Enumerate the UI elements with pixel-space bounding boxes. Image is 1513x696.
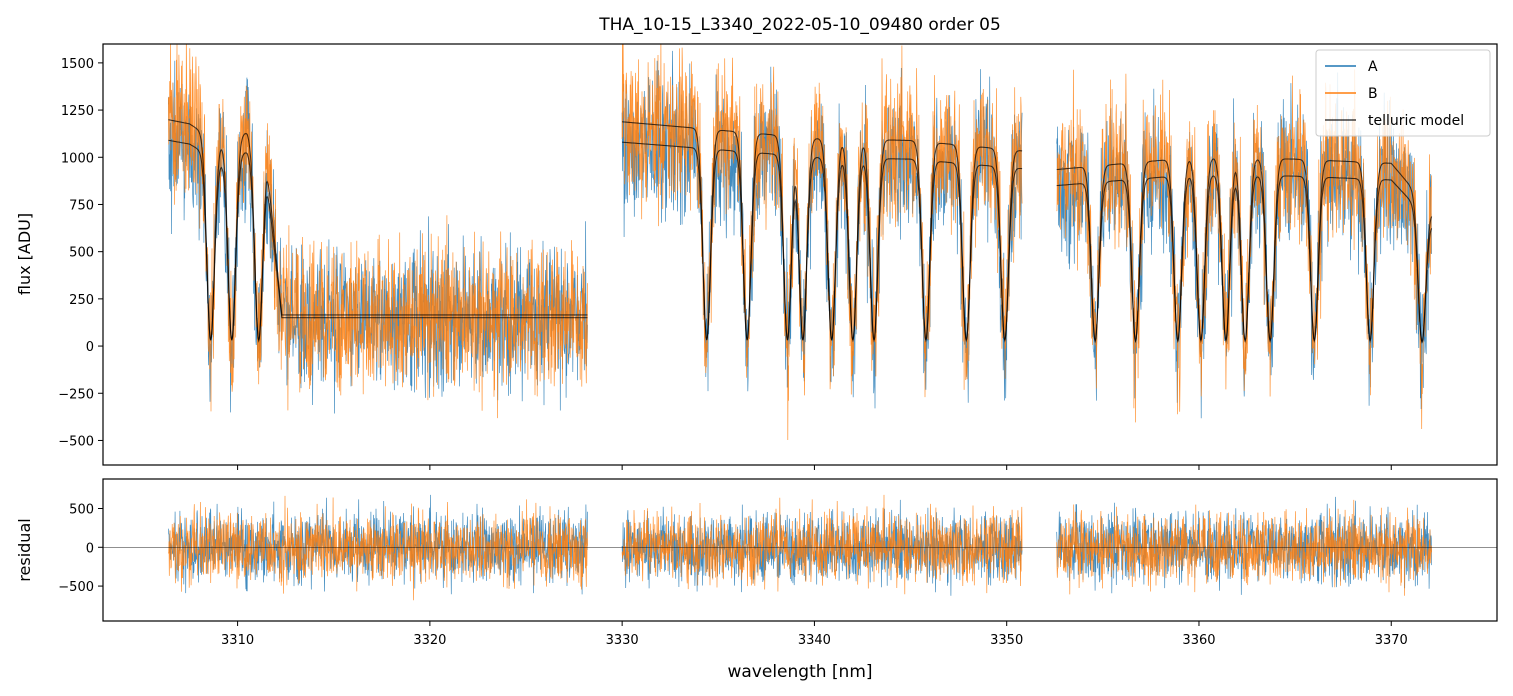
legend-label-model: telluric model [1368, 113, 1464, 129]
legend-label-b: B [1368, 86, 1378, 102]
telluric-model-a-segment-1 [622, 141, 1023, 343]
flux-y-tick-label: 0 [86, 340, 94, 355]
telluric-model-a-segment-0 [168, 139, 588, 343]
residual-b-segment-0 [168, 495, 588, 601]
residual-y-tick-label: 500 [69, 502, 94, 517]
telluric-model-b-segment-2 [1056, 158, 1433, 344]
flux-y-tick-label: −500 [58, 434, 94, 449]
flux-y-tick-label: 750 [69, 198, 94, 213]
residual-traces [103, 494, 1497, 601]
residual-x-axis: 3310 3320 3330 3340 3350 3360 3370 [221, 621, 1408, 648]
flux-y-tick-label: 1500 [61, 57, 94, 72]
x-axis-label: wavelength [nm] [727, 662, 872, 682]
flux-y-tick-label: 1250 [61, 104, 94, 119]
series-b-segment-0 [168, 44, 588, 419]
residual-b-segment-2 [1056, 499, 1432, 596]
flux-y-tick-label: 500 [69, 246, 94, 261]
legend-frame [1315, 49, 1491, 137]
x-tick-label: 3370 [1375, 633, 1408, 648]
x-tick-label: 3360 [1182, 633, 1215, 648]
x-tick-label: 3310 [221, 633, 254, 648]
residual-panel: −500 0 500 3310 3320 3330 3340 3350 3360 3370 re… [15, 478, 1498, 648]
flux-y-axis: −500 −250 0 250 500 750 1000 1250 1500 [58, 57, 103, 449]
residual-y-tick-label: 0 [86, 541, 94, 556]
x-tick-label: 3340 [798, 633, 831, 648]
flux-x-ticks [237, 465, 1392, 470]
x-tick-label: 3320 [413, 633, 446, 648]
flux-panel: −500 −250 0 250 500 750 1000 1250 1500 flux [ADU… [15, 43, 1498, 470]
residual-y-tick-label: −500 [58, 580, 94, 595]
x-tick-label: 3350 [990, 633, 1023, 648]
flux-y-tick-label: 250 [69, 293, 94, 308]
flux-y-tick-label: −250 [58, 387, 94, 402]
legend: A B telluric model [1315, 49, 1491, 137]
flux-y-tick-label: 1000 [61, 151, 94, 166]
residual-y-axis: −500 0 500 [58, 502, 103, 595]
telluric-model-b-segment-0 [168, 119, 588, 341]
residual-y-axis-label: residual [15, 518, 34, 581]
x-tick-label: 3330 [606, 633, 639, 648]
series-b-segment-2 [1056, 69, 1432, 430]
legend-label-a: A [1368, 59, 1378, 75]
residual-panel-frame [102, 478, 1498, 622]
chart-title: THA_10-15_L3340_2022-05-10_09480 order 0… [598, 15, 1001, 35]
flux-panel-frame [102, 43, 1498, 466]
residual-b-segment-1 [621, 494, 1023, 595]
telluric-model-b-segment-1 [622, 121, 1023, 341]
flux-y-axis-label: flux [ADU] [15, 213, 34, 295]
flux-traces [168, 44, 1433, 441]
series-a-segment-1 [621, 50, 1023, 409]
